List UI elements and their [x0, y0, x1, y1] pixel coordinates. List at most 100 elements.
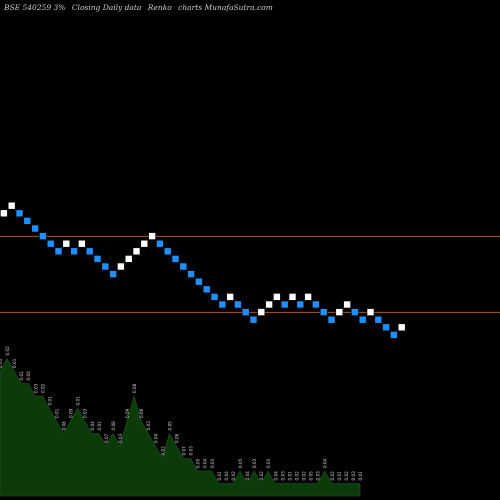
volume-label: 0.04 [323, 458, 328, 468]
volume-label: 0.05 [167, 421, 172, 431]
volume-label: 0.03 [351, 471, 356, 481]
renko-brick-down [93, 255, 102, 263]
volume-area [0, 357, 361, 497]
volume-label: 0.09 [125, 408, 130, 418]
renko-brick-down [358, 315, 367, 324]
volume-label: 0.02 [5, 346, 10, 356]
volume-label: 0.05 [238, 458, 243, 468]
caption-symbol: BSE 540259 3% [4, 3, 66, 12]
renko-brick-up [7, 201, 16, 210]
renko-brick-up [132, 247, 141, 256]
volume-label: 0.02 [259, 471, 264, 481]
renko-brick-down [46, 239, 55, 248]
volume-label: 0.05 [196, 458, 201, 468]
caption-site: charts MunafaSutra.com [178, 3, 273, 12]
renko-brick-up [257, 308, 266, 316]
volume-label: 0.04 [26, 371, 31, 381]
volume-label: 0.09 [69, 408, 74, 418]
renko-brick-up [140, 239, 149, 248]
caption-type: Renko [147, 3, 172, 12]
renko-brick-down [195, 277, 203, 286]
volume-label: 0.03 [252, 458, 257, 468]
renko-brick-up [226, 293, 234, 301]
volume-area-group: 0.010.020.010.01 0.040.03 0.020.010.010.08… [0, 346, 363, 497]
volume-label: 0.01 [287, 471, 292, 481]
reference-lines-group [0, 235, 500, 313]
renko-brick-up [397, 323, 406, 332]
renko-brick-down [163, 247, 172, 256]
renko-brick-up [343, 300, 351, 309]
renko-brick-up [366, 308, 375, 316]
volume-label: 0.03 [316, 471, 321, 481]
volume-label: 0.08 [132, 383, 137, 393]
volume-label: 0.01 [54, 408, 59, 418]
renko-brick-down [31, 224, 39, 233]
volume-label: 0.02 [160, 446, 165, 456]
volume-label: 0.01 [0, 358, 3, 368]
volume-label: 0.01 [337, 471, 342, 481]
volume-label: 0.07 [104, 433, 109, 443]
volume-label: 0.01 [97, 421, 102, 431]
renko-brick-up [288, 293, 297, 301]
volume-label: 0.04 [224, 471, 229, 481]
renko-brick-down [218, 300, 227, 309]
volume-label: 0.03 [266, 458, 271, 468]
renko-brick-up [335, 308, 344, 316]
volume-label: 0.02 [294, 471, 299, 481]
volume-label: 0.02 [344, 471, 349, 481]
renko-brick-down [210, 293, 219, 301]
volume-label: 0.03 [33, 383, 38, 393]
renko-brick-down [351, 308, 359, 316]
renko-brick-down [382, 323, 390, 332]
renko-brick-down [280, 300, 289, 309]
volume-label: 0.04 [203, 458, 208, 468]
volume-label: 0.01 [217, 471, 222, 481]
renko-brick-down [85, 247, 94, 256]
renko-brick-down [70, 247, 78, 256]
renko-brick-down [54, 247, 63, 256]
renko-brick-down [109, 270, 117, 278]
renko-brick-down [187, 270, 195, 278]
volume-label: 0.04 [153, 433, 158, 443]
renko-brick-down [241, 308, 250, 316]
renko-brick-down [374, 315, 383, 324]
renko-brick-down [202, 285, 211, 294]
chart-caption: BSE 540259 3% Closing Daily data Renko c… [4, 3, 277, 12]
renko-brick-down [296, 300, 305, 309]
volume-label: 0.03 [146, 421, 151, 431]
volume-label: 0.08 [111, 421, 116, 431]
renko-bricks-group [0, 201, 406, 339]
volume-label: 0.04 [245, 471, 250, 481]
volume-label: 0.07 [182, 446, 187, 456]
volume-label: 0.01 [358, 471, 363, 481]
caption-mode: Closing Daily data [71, 3, 142, 12]
volume-label: 0.01 [12, 358, 17, 368]
volume-label: 0.01 [76, 396, 81, 406]
volume-label: 0.02 [40, 383, 45, 393]
renko-brick-down [312, 300, 320, 309]
renko-brick-down [327, 315, 336, 324]
volume-label: 0.02 [330, 471, 335, 481]
volume-label: 0.08 [62, 421, 67, 431]
renko-brick-down [156, 239, 164, 248]
renko-brick-up [265, 300, 273, 309]
volume-label: 0.02 [302, 471, 307, 481]
volume-label: 0.02 [231, 471, 236, 481]
renko-brick-down [249, 315, 258, 324]
renko-brick-down [319, 308, 328, 316]
renko-brick-up [304, 293, 312, 301]
volume-label: 0.09 [174, 433, 179, 443]
volume-label: 0.03 [118, 433, 123, 443]
renko-brick-up [148, 232, 156, 240]
volume-label: 0.03 [189, 446, 194, 456]
volume-label: 0.01 [19, 371, 24, 381]
renko-brick-down [171, 255, 180, 263]
renko-brick-up [117, 262, 125, 271]
renko-brick-up [0, 209, 8, 218]
volume-label: 0.06 [139, 408, 144, 418]
volume-label: 0.04 [273, 471, 278, 481]
renko-brick-down [101, 262, 110, 271]
volume-label: 0.01 [47, 396, 52, 406]
